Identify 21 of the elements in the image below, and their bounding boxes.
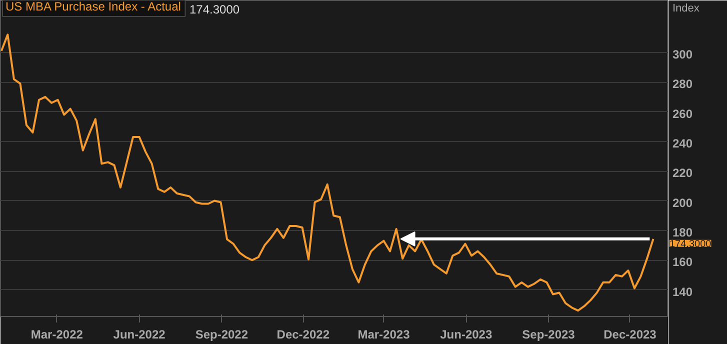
annotation: 174.3000	[670, 238, 712, 250]
y-axis-title: Index	[672, 2, 700, 14]
y-tick-label: 280	[672, 77, 693, 92]
x-tick-label: Jun-2022	[113, 328, 166, 342]
y-tick-label: 160	[672, 255, 693, 270]
y-tick-label: 180	[672, 225, 693, 240]
x-tick-label: Jun-2023	[440, 328, 492, 342]
chart-subtitle: 174.3000	[190, 2, 240, 16]
y-tick-label: 240	[672, 136, 693, 150]
y-tick-label: 260	[672, 106, 693, 121]
x-tick-label: Mar-2022	[30, 328, 84, 342]
y-tick-label: 300	[672, 47, 693, 62]
y-tick-label: 140	[672, 284, 693, 299]
x-tick-label: Dec-2022	[276, 328, 330, 342]
x-tick-label: Sep-2022	[195, 328, 248, 342]
x-tick-label: Mar-2023	[358, 328, 410, 342]
y-tick-label: 220	[672, 166, 693, 180]
x-tick-label: Sep-2023	[522, 328, 576, 342]
y-tick-label: 200	[672, 196, 693, 210]
x-tick-label: Dec-2023	[604, 328, 657, 342]
chart-title: US MBA Purchase Index - Actual	[6, 0, 181, 14]
